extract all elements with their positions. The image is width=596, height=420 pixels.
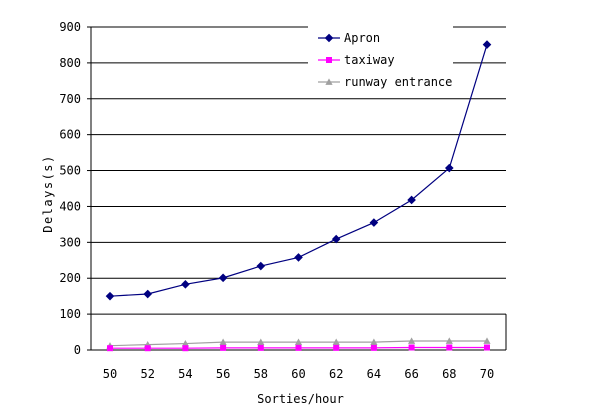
legend: Apron taxiway runway entrance (308, 22, 453, 92)
legend-marker (325, 78, 333, 85)
series-taxiway (107, 344, 490, 352)
data-point (181, 280, 190, 289)
x-tick-label: 66 (404, 367, 418, 381)
data-point (220, 344, 227, 351)
data-point (370, 338, 378, 345)
legend-label: Apron (344, 31, 380, 45)
data-point (482, 40, 492, 49)
gridlines (91, 26, 506, 315)
data-point (332, 338, 340, 345)
legend-marker (324, 33, 334, 43)
data-point (370, 344, 377, 351)
y-axis-title: Delays(s) (41, 154, 55, 233)
data-point (331, 234, 341, 244)
legend-label: runway entrance (344, 75, 452, 89)
y-tick-label: 900 (59, 20, 81, 34)
x-tick-label: 70 (480, 367, 494, 381)
data-point (445, 337, 453, 344)
data-point (484, 344, 490, 351)
legend-item: taxiway (318, 53, 395, 67)
series (105, 40, 492, 352)
x-tick-label: 54 (178, 367, 192, 381)
data-point (105, 291, 115, 301)
x-tick-label: 68 (442, 367, 456, 381)
data-point (444, 163, 454, 173)
x-tick-label: 50 (103, 367, 117, 381)
data-point (408, 337, 416, 344)
y-tick-label: 700 (59, 92, 81, 106)
y-tick-label: 0 (74, 343, 81, 357)
legend-item: runway entrance (318, 75, 452, 89)
series-apron (105, 40, 492, 301)
y-tick-label: 600 (59, 128, 81, 142)
data-point (107, 345, 113, 352)
y-tick-labels: 0 100 200 300 400 500 600 700 800 900 (59, 20, 81, 357)
y-tick-label: 200 (59, 271, 81, 285)
legend-label: taxiway (344, 53, 395, 67)
x-axis-title: Sorties/hour (257, 392, 344, 406)
x-tick-label: 56 (216, 367, 230, 381)
data-point (181, 339, 189, 347)
legend-item: Apron (318, 31, 380, 45)
data-point (294, 338, 303, 345)
data-point (182, 345, 189, 352)
data-point (256, 261, 266, 271)
data-point (219, 338, 227, 345)
x-tick-label: 52 (140, 367, 154, 381)
x-tick-label: 64 (367, 367, 381, 381)
data-point (218, 273, 228, 283)
data-point (257, 344, 264, 351)
data-point (408, 344, 415, 351)
data-point (295, 344, 302, 351)
data-point (143, 289, 153, 299)
data-point (483, 337, 491, 344)
x-tick-label: 60 (291, 367, 305, 381)
y-tick-label: 300 (59, 235, 81, 249)
data-point (333, 344, 340, 351)
data-point (294, 253, 303, 262)
y-tick-label: 500 (59, 164, 81, 178)
y-tick-label: 400 (59, 199, 81, 213)
y-tick-label: 100 (59, 307, 81, 321)
data-point (144, 345, 151, 352)
data-point (446, 344, 453, 351)
x-tick-label: 62 (329, 367, 343, 381)
x-tick-labels: 50 52 54 56 58 60 62 64 66 68 70 (103, 367, 494, 381)
legend-marker (326, 57, 332, 63)
data-point (369, 218, 379, 227)
legend-box (308, 22, 453, 92)
x-tick-label: 58 (254, 367, 268, 381)
y-tick-label: 800 (59, 56, 81, 70)
data-point (407, 195, 416, 205)
data-point (257, 338, 265, 345)
